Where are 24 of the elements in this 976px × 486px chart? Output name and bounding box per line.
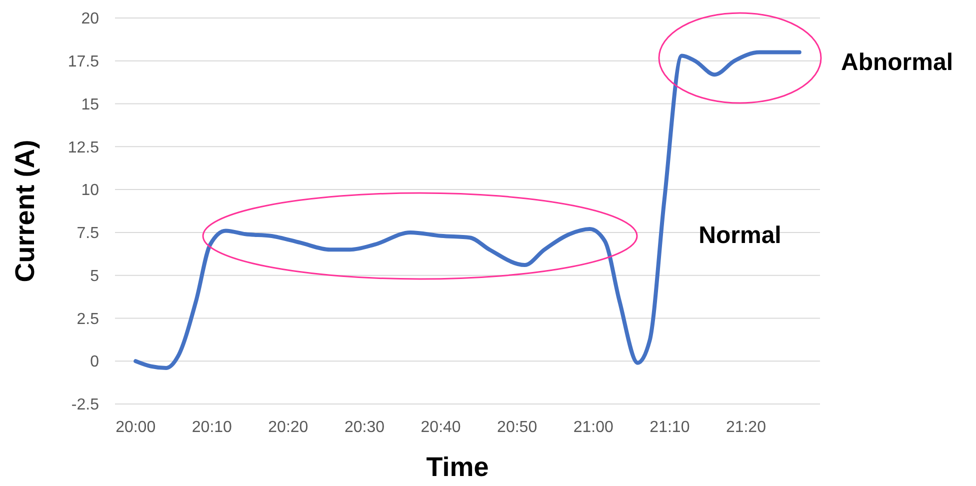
y-axis-title: Current (A) [10,140,40,282]
line-series [134,50,802,370]
annotation: Normal [698,222,782,249]
x-tick-label: 20:00 [116,419,156,436]
text: Abnormal [840,49,954,76]
x-axis-title: Time [426,452,489,482]
x-tick-label: 20:20 [268,419,308,436]
y-tick-label: 0 [90,354,100,371]
x-tick-label: 21:10 [650,419,690,436]
x-tick-label: 21:00 [573,419,614,436]
y-tick-label: 15 [81,96,100,114]
y-tick-label: 20 [81,10,100,28]
x-tick-label: 20:30 [344,419,385,436]
y-tick-label: 2.5 [76,310,100,328]
y-tick-label: 10 [81,182,100,200]
y-tick-label: -2.5 [71,396,100,414]
x-tick-label: 21:20 [726,419,766,436]
y-tick-label: 17.5 [68,53,100,70]
y-tick-label: 12.5 [68,139,100,156]
y-tick-label: 5 [90,268,100,285]
y-tick-label: 7.5 [76,225,100,242]
x-tick-label: 20:40 [420,419,461,436]
x-tick-label: 20:10 [192,419,232,436]
x-tick-label: 20:50 [497,419,538,436]
